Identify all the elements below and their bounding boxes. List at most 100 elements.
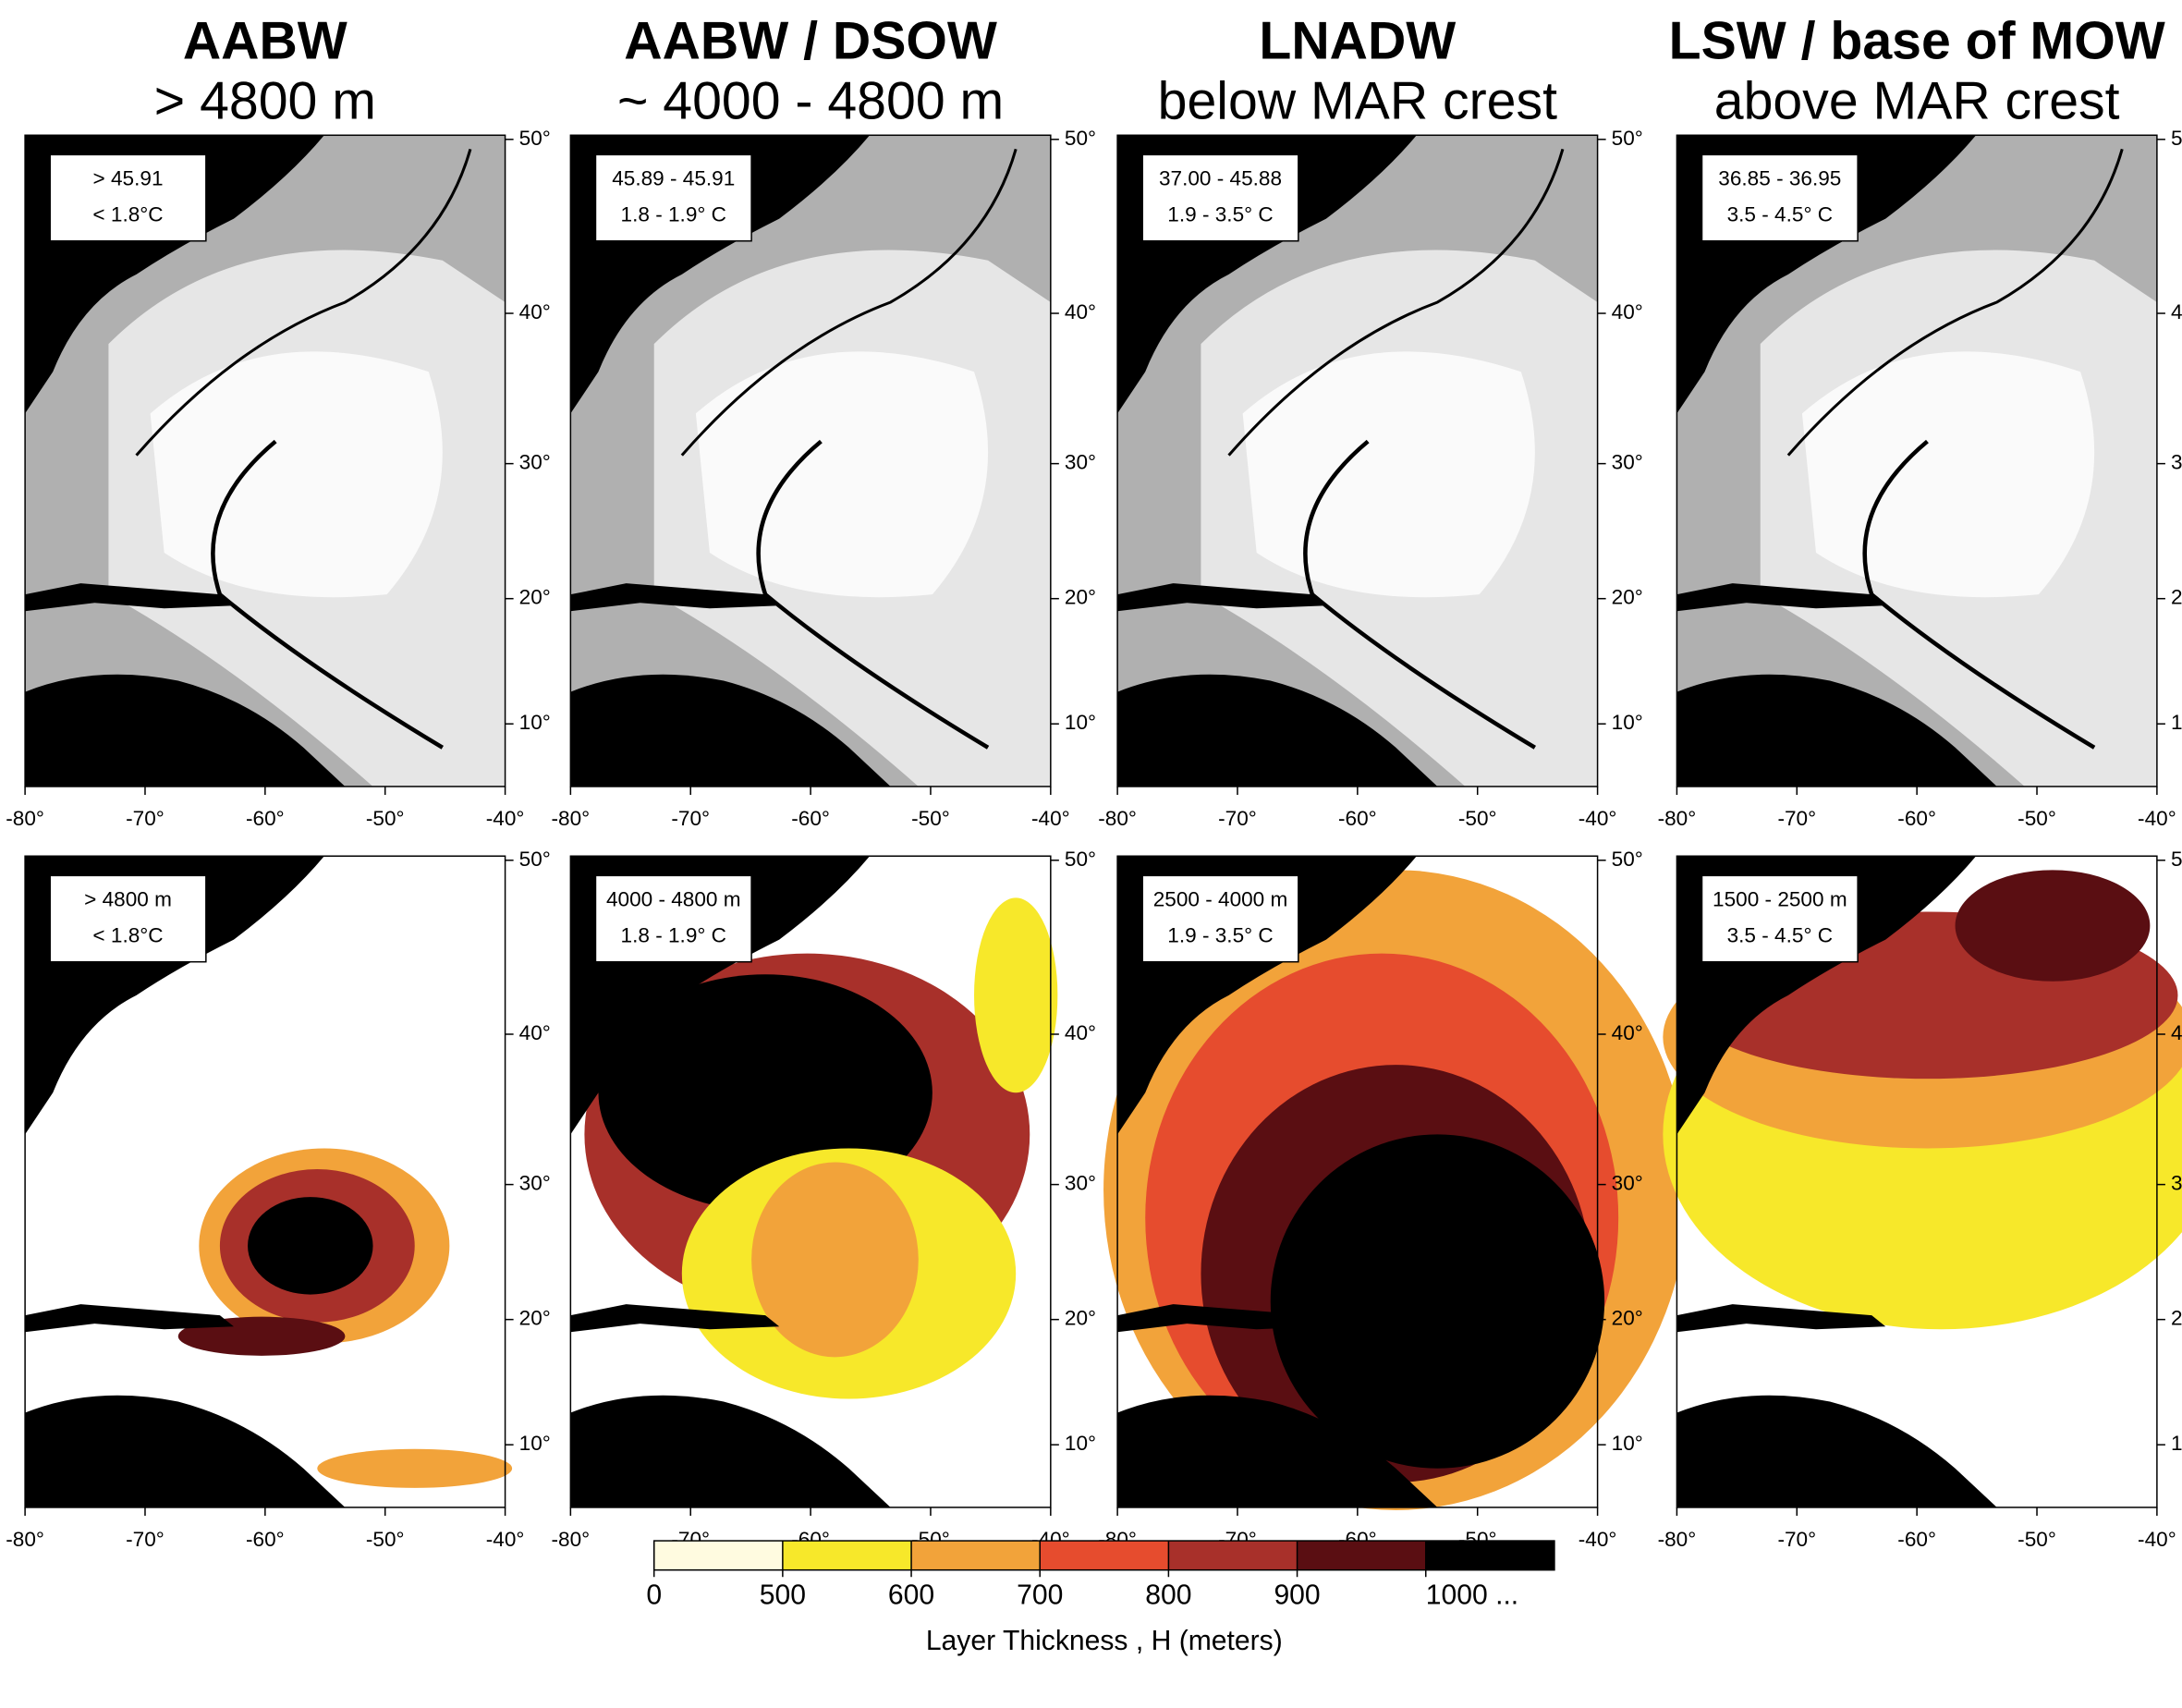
legend-box [594, 874, 752, 963]
lat-tick-label: 20° [2171, 1307, 2182, 1330]
column-title: LSW / base of MOW [1669, 12, 2165, 71]
lon-tick-label: -80° [552, 807, 591, 830]
layer-patch [317, 1448, 513, 1488]
box-label: 36.85 - 36.95 [1718, 166, 1841, 189]
colorbar-swatch [1425, 1541, 1554, 1570]
lon-tick-label: -80° [1658, 807, 1697, 830]
abyss [695, 351, 989, 598]
lat-tick-label: 20° [519, 586, 551, 609]
lon-tick-label: -70° [1777, 1528, 1816, 1551]
lat-tick-label: 50° [2171, 127, 2182, 150]
lon-tick-label: -80° [1098, 807, 1137, 830]
lon-tick-label: -80° [6, 1528, 44, 1551]
thickness-map: 4000 - 4800 m1.8 - 1.9° C-80° -70° -60° -50… [552, 848, 1097, 1551]
lon-tick-label: -70° [1218, 807, 1257, 830]
lon-tick-label: -40° [486, 807, 525, 830]
colorbar-tick-label: 900 [1274, 1580, 1320, 1610]
lat-tick-label: 50° [1612, 127, 1643, 150]
lat-tick-label: 30° [2171, 1172, 2182, 1195]
colorbar-swatch [782, 1541, 912, 1570]
colorbar-label: Layer Thickness , H (meters) [926, 1626, 1283, 1656]
lat-tick-label: 30° [1612, 451, 1643, 474]
layer-patch [751, 1162, 919, 1358]
box-label: 1500 - 2500 m [1713, 887, 1847, 910]
lat-tick-label: 50° [1065, 848, 1096, 871]
flow-arrow [756, 439, 990, 750]
legend-box [1141, 153, 1299, 242]
legend-box [594, 153, 752, 242]
abyss [1801, 351, 2095, 598]
colorbar-swatch [1040, 1541, 1169, 1570]
colorbar-tick-label: 700 [1017, 1580, 1063, 1610]
legend-box [49, 874, 207, 963]
legend-box [1700, 153, 1859, 242]
lat-tick-label: 40° [2171, 1021, 2182, 1044]
lon-tick-label: -50° [2017, 807, 2056, 830]
lon-tick-label: -80° [552, 1528, 591, 1551]
lon-tick-label: -80° [6, 807, 44, 830]
lon-tick-label: -50° [366, 807, 405, 830]
box-label: 45.89 - 45.91 [612, 166, 735, 189]
lat-tick-label: 40° [519, 300, 551, 323]
lat-tick-label: 30° [519, 451, 551, 474]
colorbar-swatch [653, 1541, 783, 1570]
land [1676, 1304, 1886, 1333]
flow-arrow [1227, 148, 1565, 457]
column-title: AABW [183, 12, 347, 71]
land [570, 583, 780, 612]
land [1117, 1395, 1438, 1507]
lat-tick-label: 20° [1612, 586, 1643, 609]
column-title: AABW / DSOW [624, 12, 997, 71]
circulation-map: > 45.91 < 1.8°C -80° -70° -60° -50° -40° 10° 20°… [6, 127, 551, 830]
abyss [1242, 351, 1535, 598]
lat-tick-label: 20° [519, 1307, 551, 1330]
box-label: 3.5 - 4.5° C [1727, 924, 1833, 947]
lon-tick-label: -70° [1777, 807, 1816, 830]
land [25, 674, 346, 787]
land [1117, 1304, 1326, 1333]
lat-tick-label: 10° [519, 711, 551, 734]
lat-tick-label: 10° [519, 1432, 551, 1455]
colorbar-swatch [911, 1541, 1041, 1570]
land [570, 674, 891, 787]
circulation-map: 36.85 - 36.95 3.5 - 4.5° C -80° -70° -60° -50… [1658, 127, 2182, 830]
box-label: 4000 - 4800 m [606, 887, 741, 910]
lon-tick-label: -60° [246, 1528, 285, 1551]
land [1676, 674, 1997, 787]
lon-tick-label: -60° [1897, 1528, 1936, 1551]
flow-arrow [1303, 439, 1536, 750]
land [570, 1395, 891, 1507]
box-label: > 45.91 [93, 166, 164, 189]
lon-tick-label: -40° [486, 1528, 525, 1551]
lat-tick-label: 10° [2171, 711, 2182, 734]
box-label: 2500 - 4000 m [1153, 887, 1288, 910]
flow-arrow [1862, 439, 2096, 750]
box-label: 1.8 - 1.9° C [621, 203, 726, 226]
lat-tick-label: 30° [2171, 451, 2182, 474]
box-label: > 4800 m [84, 887, 172, 910]
lat-tick-label: 40° [519, 1021, 551, 1044]
lat-tick-label: 50° [519, 127, 551, 150]
layer-patch [1955, 870, 2151, 982]
flow-arrow [211, 439, 444, 750]
lat-tick-label: 10° [1612, 711, 1643, 734]
colorbar-tick-label: 500 [760, 1580, 806, 1610]
flow-arrow [680, 148, 1018, 457]
land [1676, 1395, 1997, 1507]
lat-tick-label: 50° [2171, 848, 2182, 871]
layer-patch [1270, 1134, 1605, 1469]
lon-tick-label: -60° [1897, 807, 1936, 830]
land [570, 1304, 780, 1333]
colorbar-tick-label: 600 [888, 1580, 934, 1610]
lon-tick-label: -70° [671, 807, 710, 830]
land [1676, 583, 1886, 612]
lat-tick-label: 40° [1065, 300, 1096, 323]
lat-tick-label: 30° [519, 1172, 551, 1195]
lat-tick-label: 20° [1065, 1307, 1096, 1330]
colorbar-swatch [1168, 1541, 1298, 1570]
lat-tick-label: 10° [1612, 1432, 1643, 1455]
thickness-map: > 4800 m < 1.8°C -80° -70° -60° -50° -40° 10° 20… [6, 848, 551, 1551]
lat-tick-label: 10° [1065, 1432, 1096, 1455]
lon-tick-label: -50° [2017, 1528, 2056, 1551]
